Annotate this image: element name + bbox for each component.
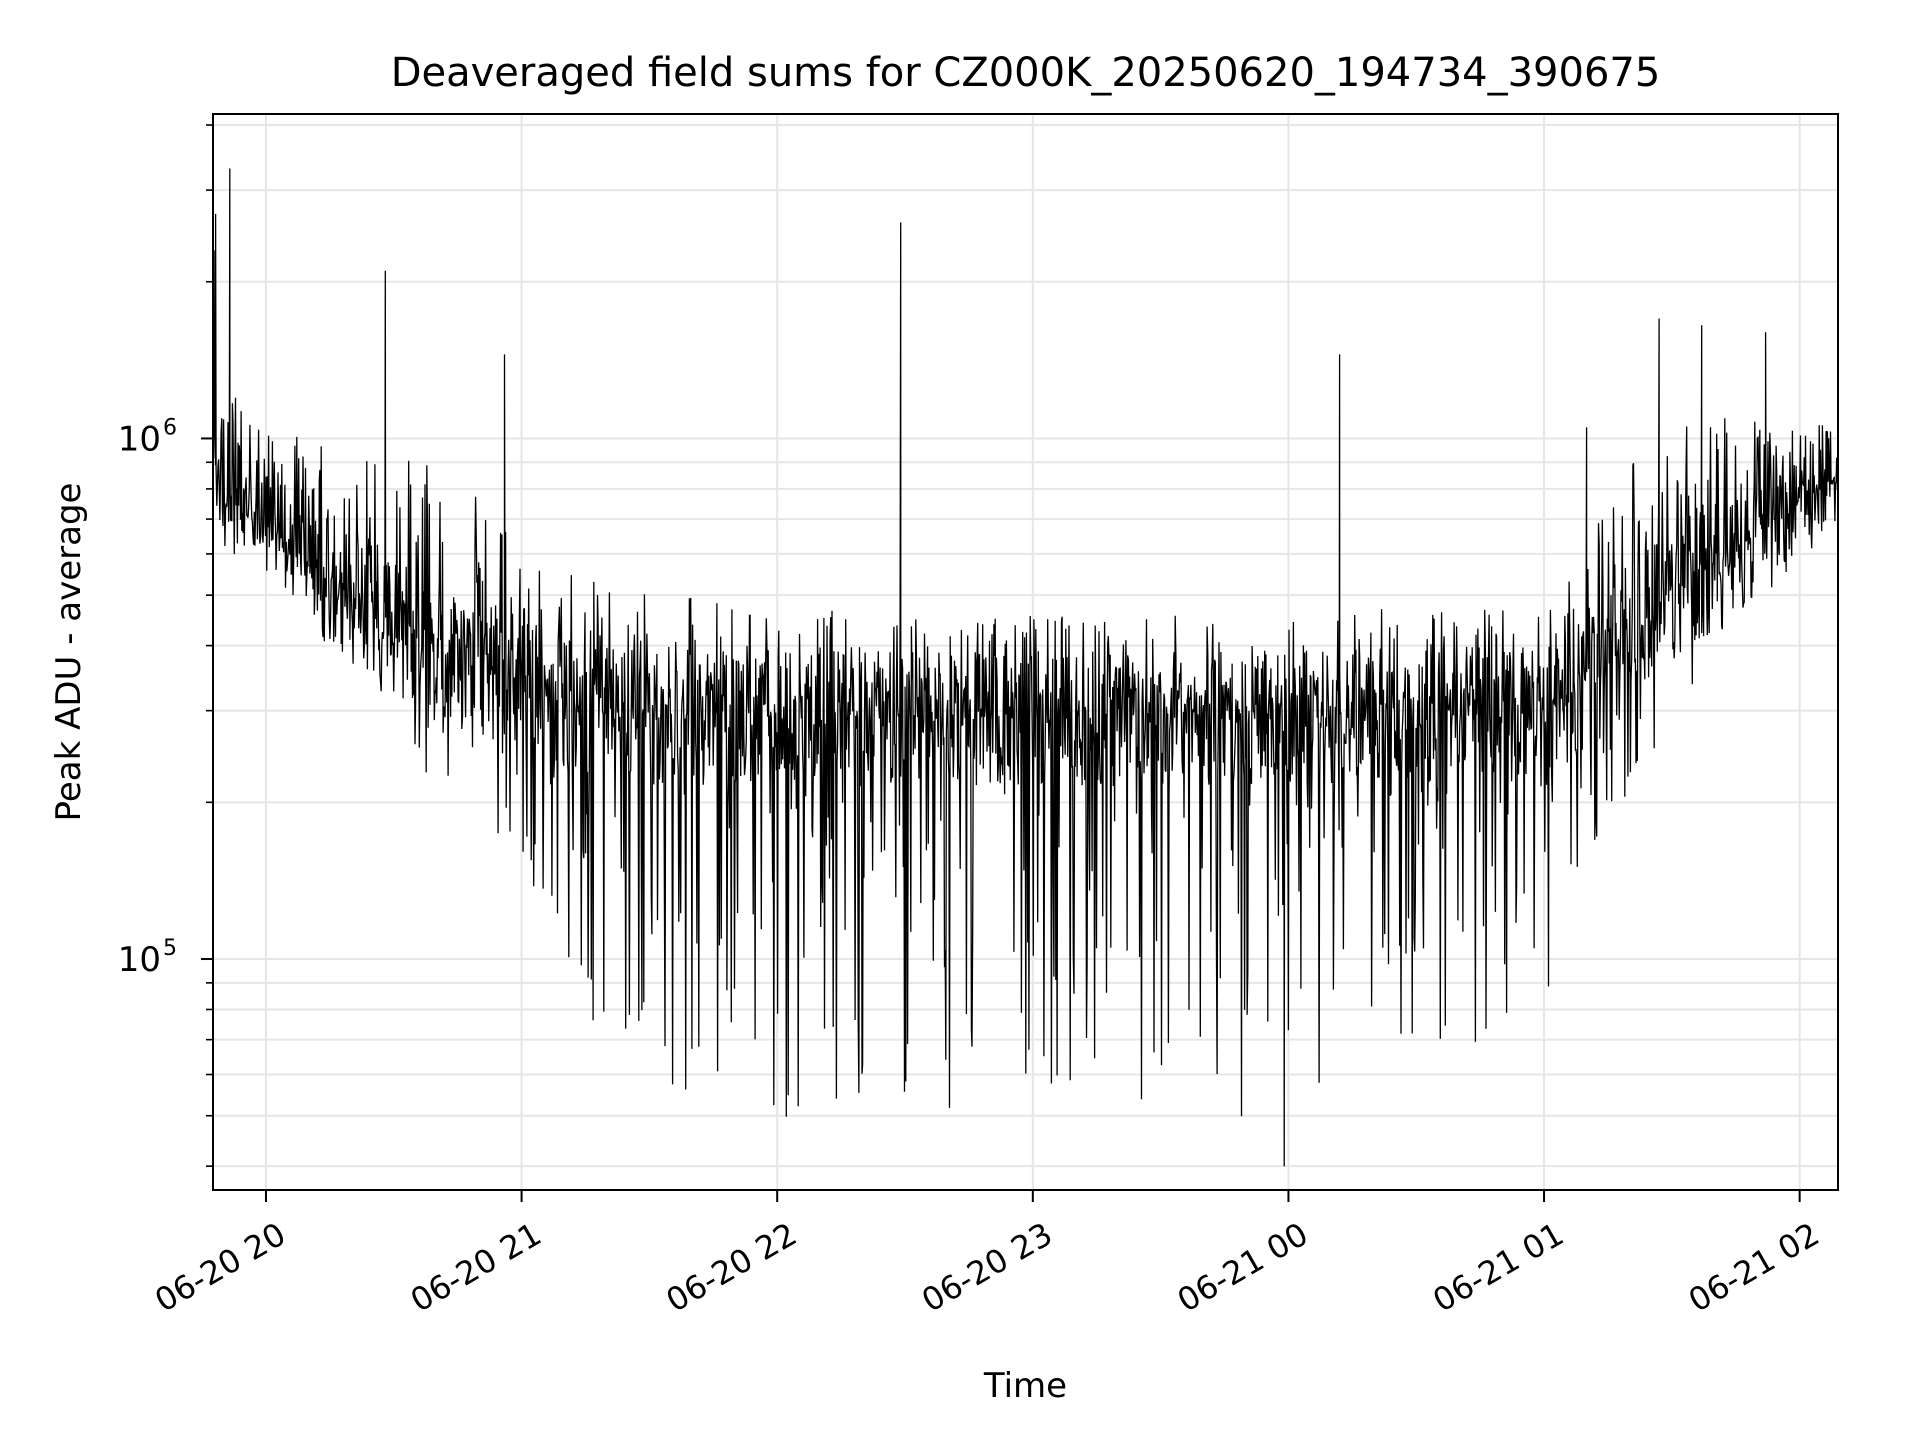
y-tick-exponent: 5 (163, 936, 177, 961)
chart-title: Deaveraged field sums for CZ000K_2025062… (391, 50, 1661, 96)
series-line (212, 168, 1839, 1167)
series-layer (212, 168, 1839, 1167)
grid-lines (213, 114, 1838, 1190)
x-axis-label: Time (983, 1366, 1067, 1406)
y-tick-exponent: 6 (163, 415, 177, 440)
plot-frame (212, 113, 1839, 1191)
y-axis-label: Peak ADU - average (49, 483, 89, 822)
y-tick-label: 10 (118, 940, 161, 980)
y-tick-label: 10 (118, 419, 161, 459)
